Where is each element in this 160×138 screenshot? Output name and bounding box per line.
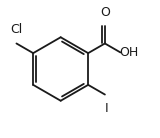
Text: O: O [100,6,110,19]
Text: I: I [104,102,108,115]
Text: Cl: Cl [10,23,23,36]
Text: OH: OH [119,46,138,59]
